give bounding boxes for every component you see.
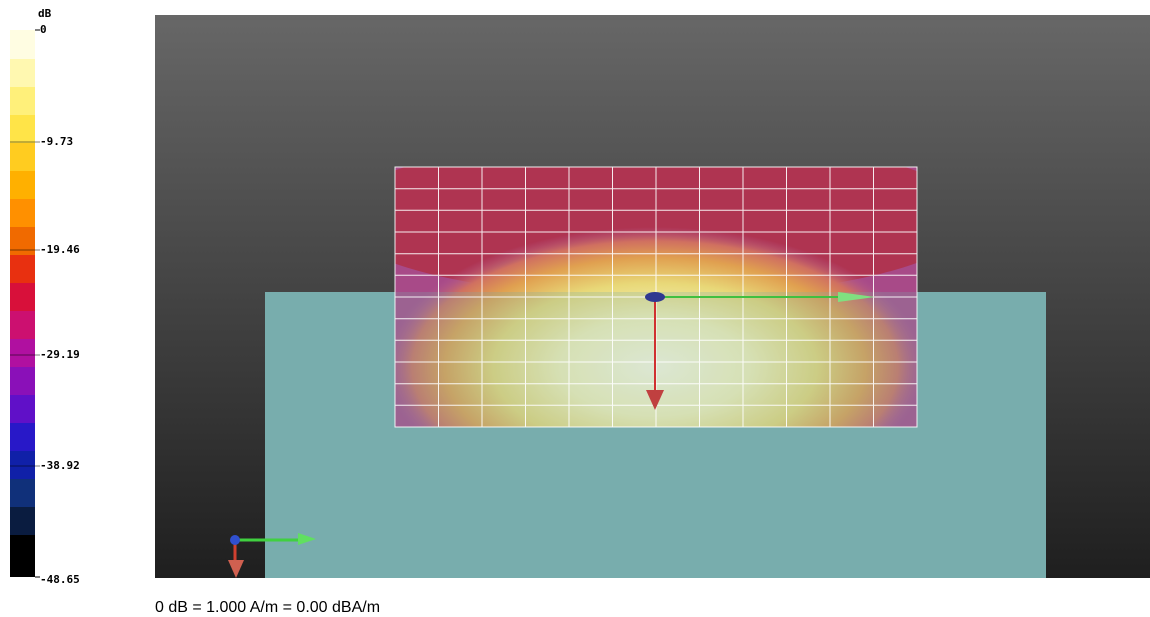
colorbar-label: -48.65 (40, 573, 80, 586)
colorbar-label: -9.73 (40, 135, 73, 148)
colorbar-label: -38.92 (40, 459, 80, 472)
colorbar-label: -19.46 (40, 243, 80, 256)
colorbar-label: -29.19 (40, 348, 80, 361)
colorbar-unit: dB (38, 7, 52, 20)
colorbar (10, 29, 40, 578)
colorbar-label: 0 (40, 23, 47, 36)
footer-text: 0 dB = 1.000 A/m = 0.00 dBA/m (155, 599, 380, 616)
viewport (155, 15, 1150, 578)
